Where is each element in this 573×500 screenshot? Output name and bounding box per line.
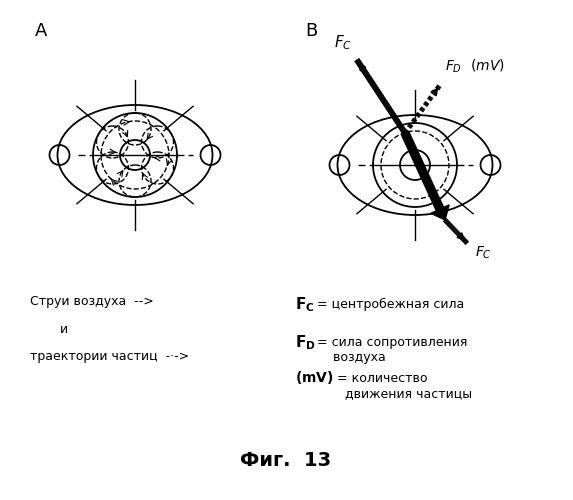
Text: = количество: = количество (337, 372, 427, 385)
Text: = сила сопротивления: = сила сопротивления (317, 336, 468, 349)
Text: $F_D$  $(mV)$: $F_D$ $(mV)$ (445, 58, 505, 75)
Text: $\mathbf{F_D}$: $\mathbf{F_D}$ (295, 333, 316, 351)
Text: $\mathbf{F_C}$: $\mathbf{F_C}$ (295, 295, 315, 314)
Text: $F_C$: $F_C$ (334, 34, 352, 52)
Text: траектории частиц  -·->: траектории частиц -·-> (30, 350, 189, 363)
Text: Струи воздуха  -->: Струи воздуха --> (30, 295, 154, 308)
Text: А: А (35, 22, 48, 40)
Polygon shape (401, 132, 444, 211)
Text: воздуха: воздуха (317, 351, 386, 364)
Text: движения частицы: движения частицы (337, 387, 472, 400)
Text: В: В (305, 22, 317, 40)
Text: Фиг.  13: Фиг. 13 (241, 450, 332, 469)
Text: $\mathbf{(mV)}$: $\mathbf{(mV)}$ (295, 369, 333, 386)
FancyArrow shape (431, 205, 449, 220)
Text: = центробежная сила: = центробежная сила (317, 298, 464, 311)
Text: и: и (60, 323, 68, 336)
Text: $F_C$: $F_C$ (475, 245, 492, 261)
